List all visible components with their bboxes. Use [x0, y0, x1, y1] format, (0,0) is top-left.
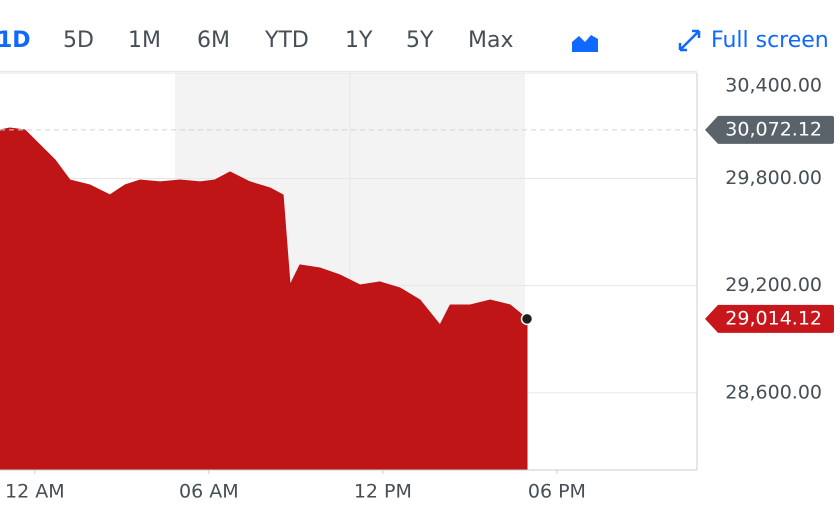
y-tick-label: 29,800.00	[725, 167, 822, 189]
previous-close-tag	[705, 115, 834, 144]
range-button[interactable]: 1D	[0, 28, 31, 53]
range-button[interactable]: 1Y	[345, 28, 373, 53]
current-price-label: 29,014.12	[725, 307, 822, 329]
current-price-tag	[705, 304, 834, 333]
fullscreen-label[interactable]: Full screen	[711, 28, 829, 53]
plot	[0, 70, 697, 471]
range-button[interactable]: 5Y	[406, 28, 434, 53]
price-area	[0, 127, 528, 471]
range-button[interactable]: YTD	[264, 28, 309, 53]
y-tick-label: 29,200.00	[725, 274, 822, 296]
range-button[interactable]: Max	[468, 28, 513, 53]
y-tick-label: 30,400.00	[725, 75, 822, 97]
chart-type-icon[interactable]	[572, 35, 598, 52]
x-tick-label: 12 PM	[354, 481, 412, 503]
range-button[interactable]: 6M	[197, 28, 230, 53]
range-button[interactable]: 1M	[128, 28, 161, 53]
range-button[interactable]: 5D	[63, 28, 94, 53]
x-tick-label: 12 AM	[5, 481, 65, 503]
last-point	[520, 312, 534, 326]
x-tick-label: 06 PM	[528, 481, 586, 503]
y-tick-label: 28,600.00	[725, 381, 822, 403]
toolbar: 1D 5D 1M 6M YTD 1Y 5Y Max	[0, 28, 513, 53]
fullscreen-button[interactable]: Full screen	[678, 28, 829, 53]
previous-close-label: 30,072.12	[725, 118, 822, 140]
x-tick-label: 06 AM	[179, 481, 239, 503]
